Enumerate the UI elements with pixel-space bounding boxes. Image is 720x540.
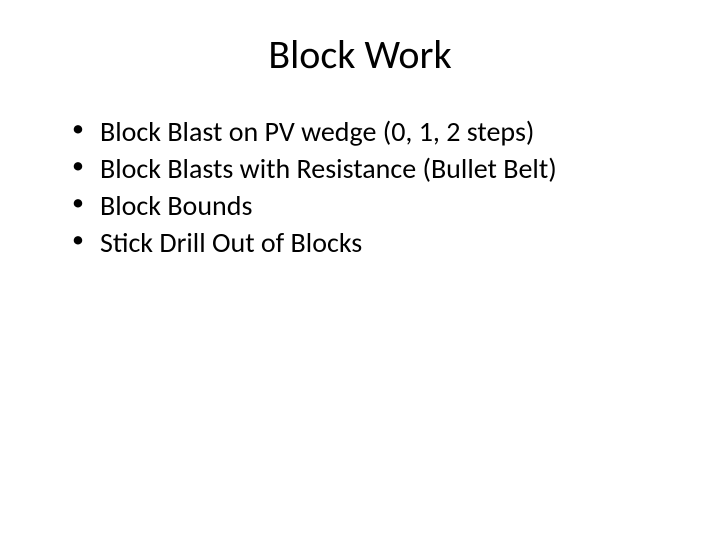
list-item: Block Blast on PV wedge (0, 1, 2 steps) (72, 114, 680, 149)
slide-container: Block Work Block Blast on PV wedge (0, 1… (0, 0, 720, 540)
slide-title: Block Work (40, 30, 680, 79)
list-item: Block Bounds (72, 188, 680, 223)
bullet-list: Block Blast on PV wedge (0, 1, 2 steps) … (40, 114, 680, 260)
list-item: Block Blasts with Resistance (Bullet Bel… (72, 151, 680, 186)
list-item: Stick Drill Out of Blocks (72, 225, 680, 260)
